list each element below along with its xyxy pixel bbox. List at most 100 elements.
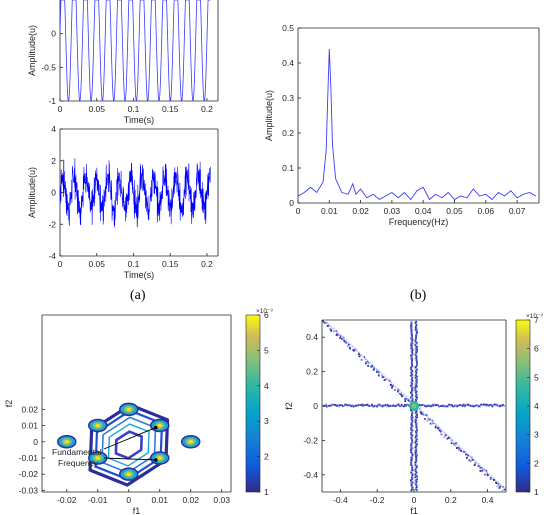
- point: [481, 469, 484, 472]
- point: [383, 379, 386, 381]
- point: [364, 404, 367, 406]
- point: [414, 476, 417, 479]
- point: [358, 351, 360, 354]
- point: [415, 440, 418, 443]
- point: [347, 341, 350, 344]
- point: [497, 404, 500, 407]
- point: [469, 460, 472, 463]
- point: [414, 441, 417, 444]
- point: [387, 404, 389, 406]
- point: [414, 376, 417, 379]
- point: [341, 338, 343, 340]
- point: [414, 374, 417, 377]
- point: [496, 485, 499, 487]
- point: [411, 359, 413, 362]
- point: [410, 470, 413, 473]
- x-tick-label: 0.1: [128, 259, 140, 269]
- point: [410, 451, 412, 454]
- point: [322, 404, 325, 407]
- point: [459, 404, 462, 406]
- point: [415, 391, 417, 394]
- point: [373, 365, 375, 368]
- point: [411, 425, 414, 428]
- chart-a-bottom: 0 0.05 0.1 0.15 0.2 -4 -2 0 2 4 Time(s) Amplitude(u…: [27, 124, 219, 280]
- point: [439, 427, 441, 430]
- point: [483, 403, 485, 406]
- point: [410, 433, 412, 436]
- point: [415, 488, 417, 491]
- point: [415, 334, 417, 337]
- annotation-arrowhead: [153, 425, 158, 430]
- point: [353, 347, 356, 350]
- y-tick-label: -0.02: [19, 469, 39, 479]
- point: [503, 487, 506, 490]
- point: [414, 469, 417, 472]
- point: [503, 405, 506, 407]
- point: [410, 472, 413, 475]
- point: [416, 375, 418, 378]
- point: [411, 468, 413, 471]
- point: [411, 429, 414, 432]
- point: [410, 329, 413, 332]
- point: [447, 403, 450, 406]
- point: [415, 322, 417, 325]
- point: [410, 422, 413, 425]
- point: [414, 418, 417, 421]
- point: [338, 333, 341, 336]
- point: [410, 357, 413, 360]
- point: [414, 479, 417, 482]
- point: [415, 361, 418, 364]
- x-tick-label: 0.15: [162, 104, 179, 114]
- point: [411, 481, 414, 484]
- point: [366, 403, 369, 406]
- x-tick-label: 0.02: [352, 206, 369, 216]
- point: [411, 388, 414, 391]
- point: [484, 473, 486, 476]
- colorbar-d: 1 2 3 4 5 6 7×10⁻³: [515, 313, 543, 497]
- annotation-arrow: [103, 457, 156, 461]
- point: [458, 404, 461, 407]
- point: [414, 321, 417, 324]
- point: [421, 404, 423, 406]
- point: [417, 403, 420, 406]
- y-tick-label: 0: [51, 29, 56, 39]
- x-axis-label: Time(s): [124, 115, 154, 125]
- y-tick-label: 0: [289, 198, 294, 208]
- x-tick-label: 0.15: [162, 259, 179, 269]
- point: [415, 485, 418, 488]
- hotspot-peak: [64, 439, 70, 444]
- y-tick-label: -0.01: [19, 453, 39, 463]
- point: [397, 389, 399, 392]
- point: [411, 476, 413, 479]
- point: [489, 477, 492, 479]
- point: [376, 405, 379, 408]
- point: [335, 405, 338, 407]
- point: [484, 469, 486, 472]
- point: [501, 404, 503, 407]
- point: [411, 410, 414, 413]
- point: [447, 435, 450, 438]
- point: [407, 397, 409, 400]
- point: [341, 335, 343, 338]
- point: [416, 428, 418, 431]
- point: [388, 379, 390, 382]
- x-tick-label: 0: [58, 259, 63, 269]
- point: [499, 485, 502, 488]
- point: [496, 404, 499, 407]
- point: [442, 404, 445, 407]
- point: [407, 403, 409, 406]
- point: [443, 431, 446, 434]
- point: [410, 428, 412, 431]
- point: [502, 404, 504, 406]
- point: [415, 444, 417, 447]
- point: [415, 486, 418, 489]
- point: [443, 405, 446, 408]
- colorbar-tick-label: 1: [264, 487, 269, 497]
- point: [410, 347, 412, 350]
- point: [416, 477, 418, 480]
- point: [391, 385, 394, 387]
- point: [479, 466, 482, 469]
- point: [468, 404, 470, 407]
- x-tick-label: 0.2: [201, 104, 213, 114]
- spectrum-line: [297, 48, 537, 201]
